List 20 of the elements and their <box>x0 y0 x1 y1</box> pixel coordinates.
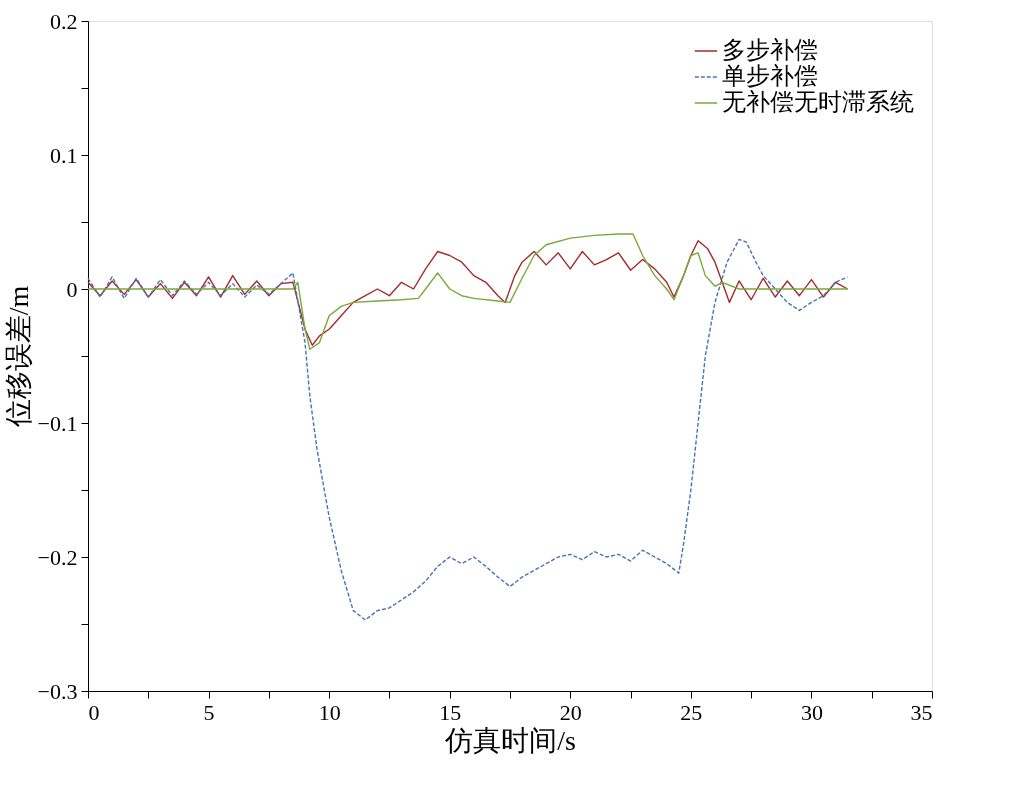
x-tick-label: 25 <box>680 699 703 725</box>
y-tick-label: −0.2 <box>37 544 78 570</box>
y-tick-label: −0.1 <box>37 410 78 436</box>
x-tick-label: 0 <box>88 699 100 725</box>
x-tick-label: 5 <box>203 699 215 725</box>
x-tick-label: 35 <box>910 699 933 725</box>
x-tick-label: 10 <box>318 699 341 725</box>
x-tick-label: 15 <box>439 699 462 725</box>
y-tick-label: 0.1 <box>50 142 78 168</box>
y-axis-title: 位移误差/m <box>2 285 34 428</box>
y-tick-label: 0.2 <box>50 8 78 34</box>
y-tick-label: 0 <box>66 276 78 302</box>
x-tick-label: 20 <box>559 699 582 725</box>
legend-label: 单步补偿 <box>722 63 818 89</box>
line-series <box>87 238 849 621</box>
legend-label: 多步补偿 <box>722 37 818 63</box>
y-tick-label: −0.3 <box>37 678 78 704</box>
x-axis-title: 仿真时间/s <box>444 724 576 756</box>
x-tick-label: 30 <box>800 699 823 725</box>
legend-label: 无补偿无时滞系统 <box>722 89 914 115</box>
